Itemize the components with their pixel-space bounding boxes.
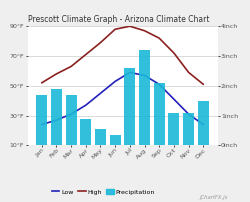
Text: jChartFX.js: jChartFX.js [200,195,228,200]
Bar [124,68,135,145]
Bar [154,83,165,145]
Bar [198,101,209,145]
Bar [95,129,106,145]
Bar [36,95,47,145]
Text: Prescott Climate Graph - Arizona Climate Chart: Prescott Climate Graph - Arizona Climate… [28,15,209,24]
Bar [168,113,179,145]
Bar [66,95,76,145]
Bar [139,50,150,145]
Bar [183,113,194,145]
Bar [110,135,121,145]
Bar [80,119,91,145]
Legend: Low, High, Precipitation: Low, High, Precipitation [50,187,158,197]
Bar [51,89,62,145]
